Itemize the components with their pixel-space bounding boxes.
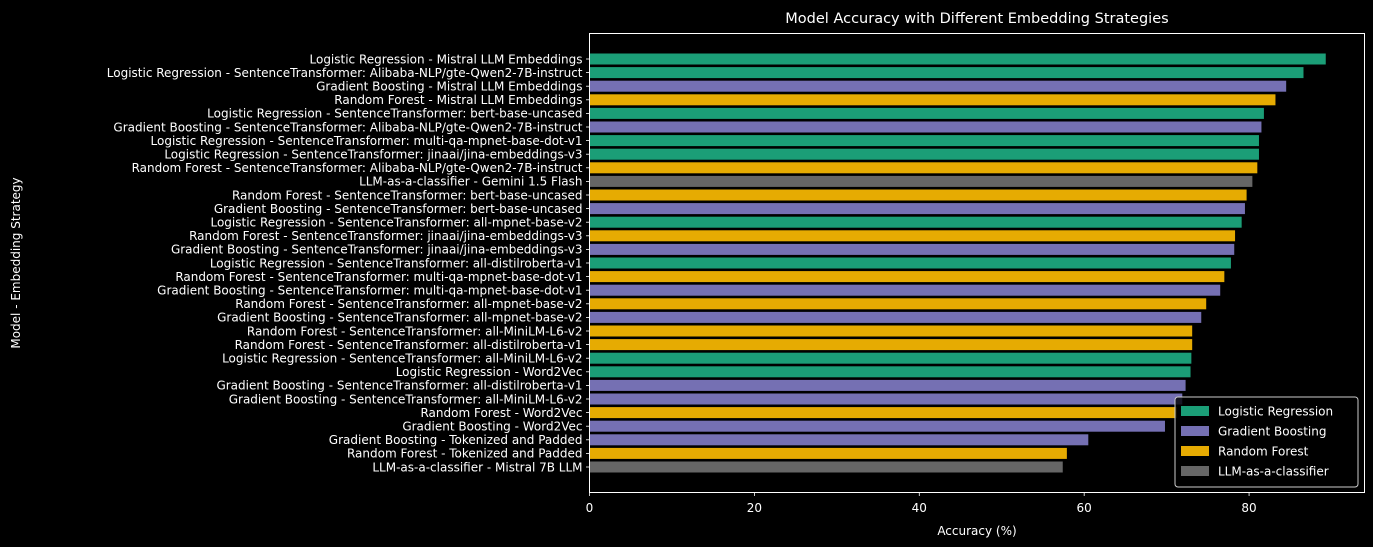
category-label: Logistic Regression - Word2Vec [396,365,583,379]
legend-label: Gradient Boosting [1218,425,1326,439]
x-tick-label: 60 [1077,501,1092,515]
x-tick-label: 20 [747,501,762,515]
bar [589,243,1235,255]
legend-swatch [1181,466,1209,476]
category-label: Random Forest - SentenceTransformer: Ali… [132,161,583,175]
category-label: Logistic Regression - SentenceTransforme… [210,216,582,230]
x-tick-label: 40 [912,501,927,515]
category-label: Random Forest - Mistral LLM Embeddings [334,93,582,107]
bar [589,366,1191,378]
bar [589,325,1193,337]
category-label: Gradient Boosting - SentenceTransformer:… [157,284,582,298]
bars-group [589,53,1326,473]
category-label: LLM-as-a-classifier - Gemini 1.5 Flash [359,175,582,189]
bar [589,203,1245,215]
bar [589,107,1264,119]
x-axis-label: Accuracy (%) [937,524,1016,538]
category-label: LLM-as-a-classifier - Mistral 7B LLM [372,460,582,474]
category-label: Logistic Regression - SentenceTransforme… [107,66,583,80]
category-label: Logistic Regression - SentenceTransforme… [151,134,583,148]
bar [589,53,1326,65]
legend: Logistic Regression Gradient Boosting Rand… [1174,396,1359,488]
category-label: Random Forest - Tokenized and Padded [347,447,583,461]
bar [589,148,1259,160]
legend-swatch [1181,406,1209,416]
category-label: Gradient Boosting - SentenceTransformer:… [229,392,583,406]
category-label: Random Forest - SentenceTransformer: ber… [232,188,583,202]
category-label: Gradient Boosting - SentenceTransformer:… [113,120,582,134]
bar [589,311,1202,323]
category-label: Random Forest - SentenceTransformer: jin… [189,229,582,243]
bar [589,434,1089,446]
category-label: Random Forest - SentenceTransformer: all… [235,338,583,352]
category-label: Logistic Regression - SentenceTransforme… [210,256,583,270]
bar [589,189,1247,201]
bar [589,271,1225,283]
category-label: Random Forest - SentenceTransformer: mul… [175,270,582,284]
bar [589,230,1236,242]
bar [589,216,1242,228]
category-label: Logistic Regression - Mistral LLM Embedd… [310,52,583,66]
x-axis-ticks: 0 20 40 60 80 [586,492,1257,515]
bar [589,284,1221,296]
bar [589,298,1207,310]
x-tick-label: 80 [1241,501,1256,515]
bar [589,67,1304,79]
category-label: Gradient Boosting - SentenceTransformer:… [216,379,582,393]
category-label: Gradient Boosting - SentenceTransformer:… [171,243,583,257]
legend-label: LLM-as-a-classifier [1218,465,1329,479]
x-tick-label: 0 [586,501,594,515]
category-label: Logistic Regression - SentenceTransforme… [222,352,582,366]
chart-title: Model Accuracy with Different Embedding … [785,11,1168,27]
legend-label: Logistic Regression [1218,405,1333,419]
category-label: Random Forest - SentenceTransformer: all… [235,297,582,311]
category-label: Random Forest - Word2Vec [420,406,582,420]
y-axis-label: Model - Embedding Strategy [9,177,23,348]
bar [589,447,1067,459]
bar [589,393,1183,405]
bar [589,461,1063,473]
bar [589,175,1253,187]
category-label: Gradient Boosting - Word2Vec [402,420,582,434]
bar [589,257,1231,269]
category-label: Gradient Boosting - SentenceTransformer:… [217,311,582,325]
category-label: Logistic Regression - SentenceTransforme… [207,107,582,121]
bar [589,352,1192,364]
category-label: Gradient Boosting - SentenceTransformer:… [214,202,583,216]
category-label: Logistic Regression - SentenceTransforme… [164,148,582,162]
legend-swatch [1181,426,1209,436]
bar [589,80,1287,92]
category-labels: Logistic Regression - Mistral LLM Embedd… [107,52,590,474]
bar [589,339,1193,351]
legend-label: Random Forest [1218,445,1309,459]
legend-swatch [1181,446,1209,456]
category-label: Random Forest - SentenceTransformer: all… [247,324,583,338]
bar [589,121,1262,133]
bar [589,420,1165,432]
bar [589,94,1276,106]
plot-frame [589,33,1365,493]
bar [589,407,1177,419]
category-label: Gradient Boosting - Mistral LLM Embeddin… [316,80,582,94]
bar [589,162,1258,174]
bar [589,379,1186,391]
category-label: Gradient Boosting - Tokenized and Padded [329,433,583,447]
bar [589,135,1259,147]
legend-box [1174,396,1359,488]
